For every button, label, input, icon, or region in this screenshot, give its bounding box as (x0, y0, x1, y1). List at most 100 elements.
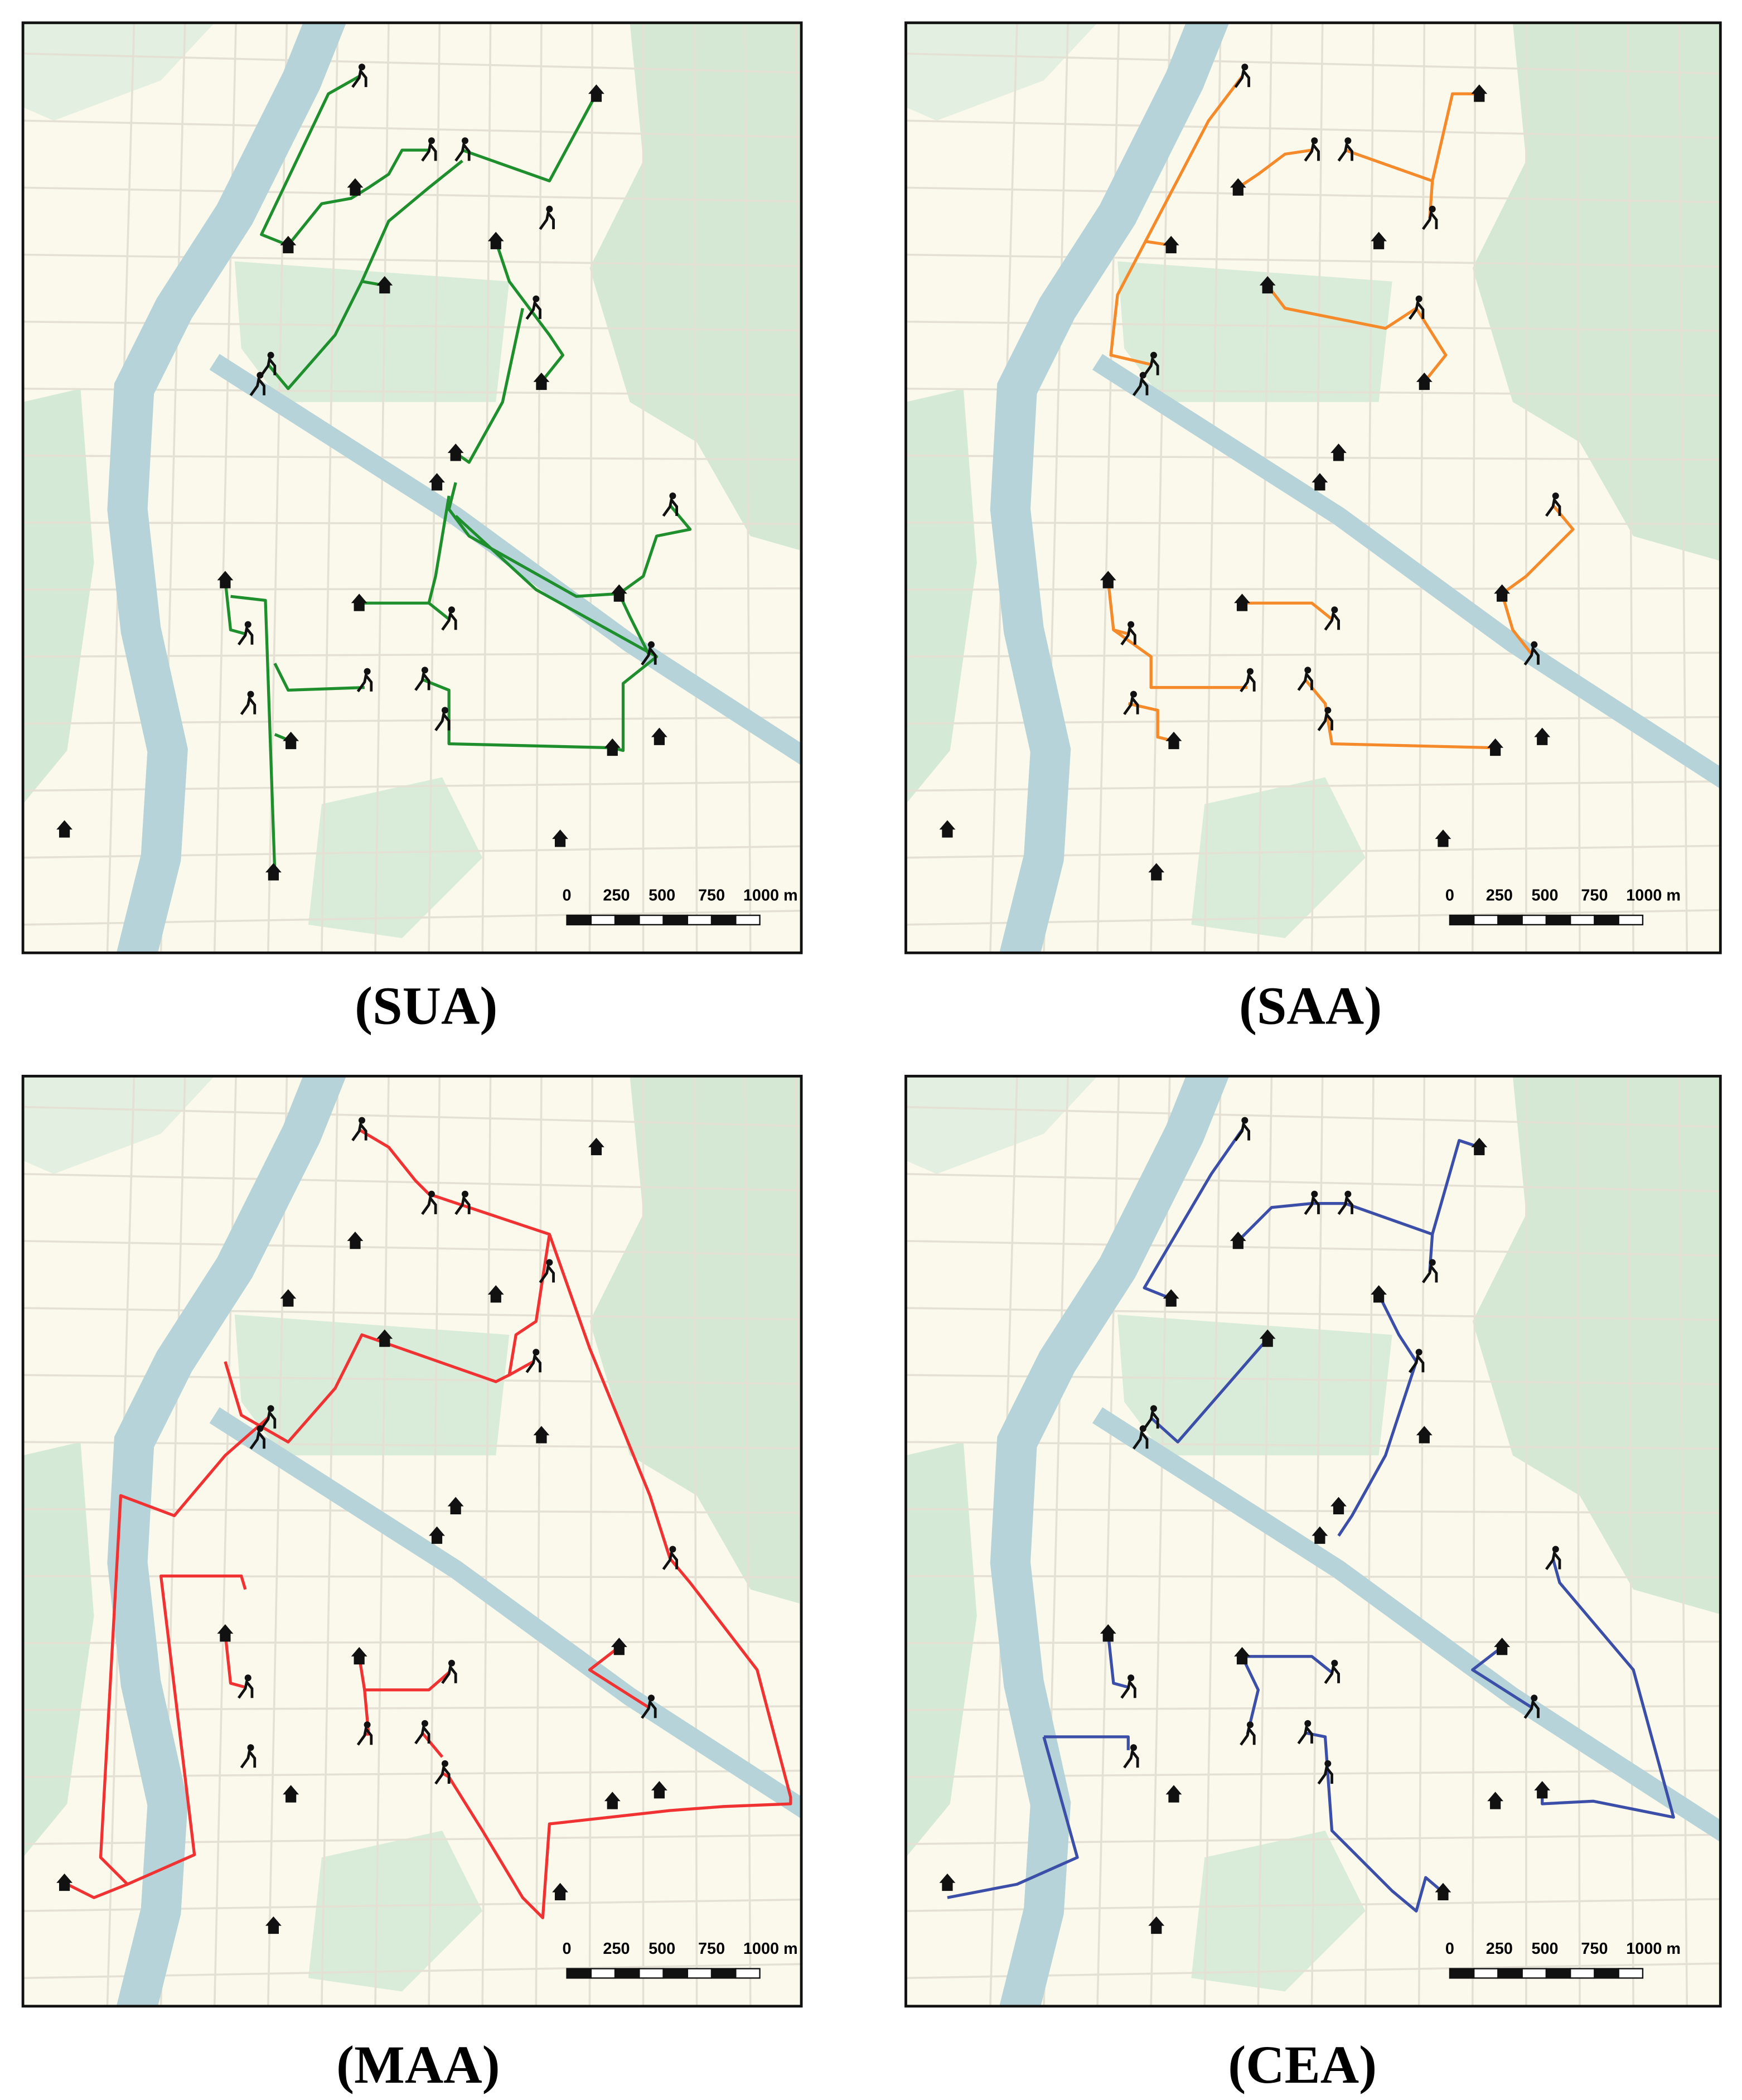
road (906, 1105, 1721, 1128)
house-icon (1230, 1232, 1246, 1249)
house-icon (588, 1137, 604, 1156)
scale-segment (1473, 914, 1499, 926)
scale-label: 250 (603, 1940, 630, 1958)
person-body (237, 1678, 254, 1699)
river (990, 22, 1230, 953)
road (23, 1441, 802, 1450)
house-icon (217, 1624, 234, 1642)
scale-segment (1545, 914, 1571, 926)
house-icon (939, 820, 956, 838)
person-body (441, 1664, 457, 1684)
scale-label: 0 (1445, 887, 1454, 905)
park (1117, 1315, 1392, 1456)
road (23, 119, 802, 138)
house-icon (1148, 863, 1165, 881)
scale-segment (614, 914, 640, 926)
house-icon (1259, 1329, 1276, 1347)
person-body (1143, 356, 1159, 376)
road (906, 1508, 1721, 1514)
route (588, 1645, 650, 1709)
scale-label: 0 (563, 1940, 572, 1958)
road (1627, 1076, 1634, 2006)
route (947, 1736, 1079, 1899)
scale-label: 1000 m (743, 887, 798, 905)
house-icon (651, 727, 667, 745)
house-icon (604, 1792, 621, 1809)
scale-label: 500 (1531, 887, 1558, 905)
person-body (1143, 1409, 1159, 1430)
road (23, 1172, 802, 1192)
route (1377, 1293, 1418, 1363)
scale-segment (590, 914, 616, 926)
road (906, 1307, 1721, 1321)
person-body (1421, 210, 1438, 230)
scale-label: 500 (1531, 1940, 1558, 1958)
scale-segment (710, 914, 737, 926)
house-icon (351, 593, 367, 611)
house-icon (56, 1873, 73, 1891)
house-icon (1487, 738, 1504, 756)
road (1150, 22, 1171, 953)
person-body (240, 1748, 257, 1769)
scale-segment (662, 914, 689, 926)
person-body (641, 645, 657, 666)
person-body (662, 496, 679, 517)
road (1576, 1076, 1581, 2006)
route (1128, 702, 1174, 743)
house-icon (351, 1647, 367, 1665)
forest (23, 1442, 94, 1858)
house-icon (1494, 584, 1511, 602)
road (23, 455, 802, 461)
route (287, 148, 429, 247)
person-body (539, 1263, 555, 1283)
route (1471, 1645, 1532, 1709)
scale-label: 250 (603, 887, 630, 905)
route (1242, 601, 1333, 621)
person-body (1317, 711, 1333, 731)
forest (23, 1076, 215, 1174)
person-body (1240, 1725, 1256, 1746)
house-icon (1234, 593, 1250, 611)
person-body (1337, 1195, 1353, 1215)
person-body (454, 1195, 471, 1215)
house-icon (376, 276, 393, 294)
scale-label: 750 (1581, 1940, 1608, 1958)
map-content (906, 1076, 1721, 2006)
scale-segment (1497, 1968, 1523, 1979)
person-body (421, 1195, 437, 1215)
scale-segment (1449, 1968, 1475, 1979)
person-body (662, 1550, 679, 1570)
road (744, 1076, 752, 2006)
road (23, 387, 802, 396)
house-icon (265, 863, 282, 881)
person-body (641, 1698, 657, 1719)
scale-segment (1569, 914, 1595, 926)
road (906, 1172, 1721, 1193)
road (1364, 22, 1375, 953)
house-icon (280, 235, 297, 254)
river (107, 22, 347, 953)
scale-label: 250 (1486, 1940, 1513, 1958)
route (64, 1881, 128, 1899)
house-icon (1312, 1526, 1328, 1544)
route (421, 1731, 444, 1758)
house-icon (280, 1289, 297, 1307)
road (906, 1240, 1721, 1257)
house-icon (347, 178, 364, 196)
house-icon (1494, 1638, 1511, 1655)
road (321, 1076, 339, 2006)
person-body (1123, 695, 1139, 716)
scale-label: 500 (649, 1940, 675, 1958)
route (1150, 1338, 1269, 1444)
route (1112, 629, 1248, 689)
house-icon (939, 1873, 956, 1891)
route (1344, 92, 1479, 183)
canal (209, 1407, 802, 1819)
scale-label: 1000 m (1626, 1940, 1681, 1958)
person-body (356, 672, 373, 693)
person-body (1523, 645, 1540, 666)
map-content (23, 22, 802, 953)
scale-segment (1569, 1968, 1595, 1979)
house-icon (1471, 84, 1488, 102)
road (23, 1105, 802, 1127)
